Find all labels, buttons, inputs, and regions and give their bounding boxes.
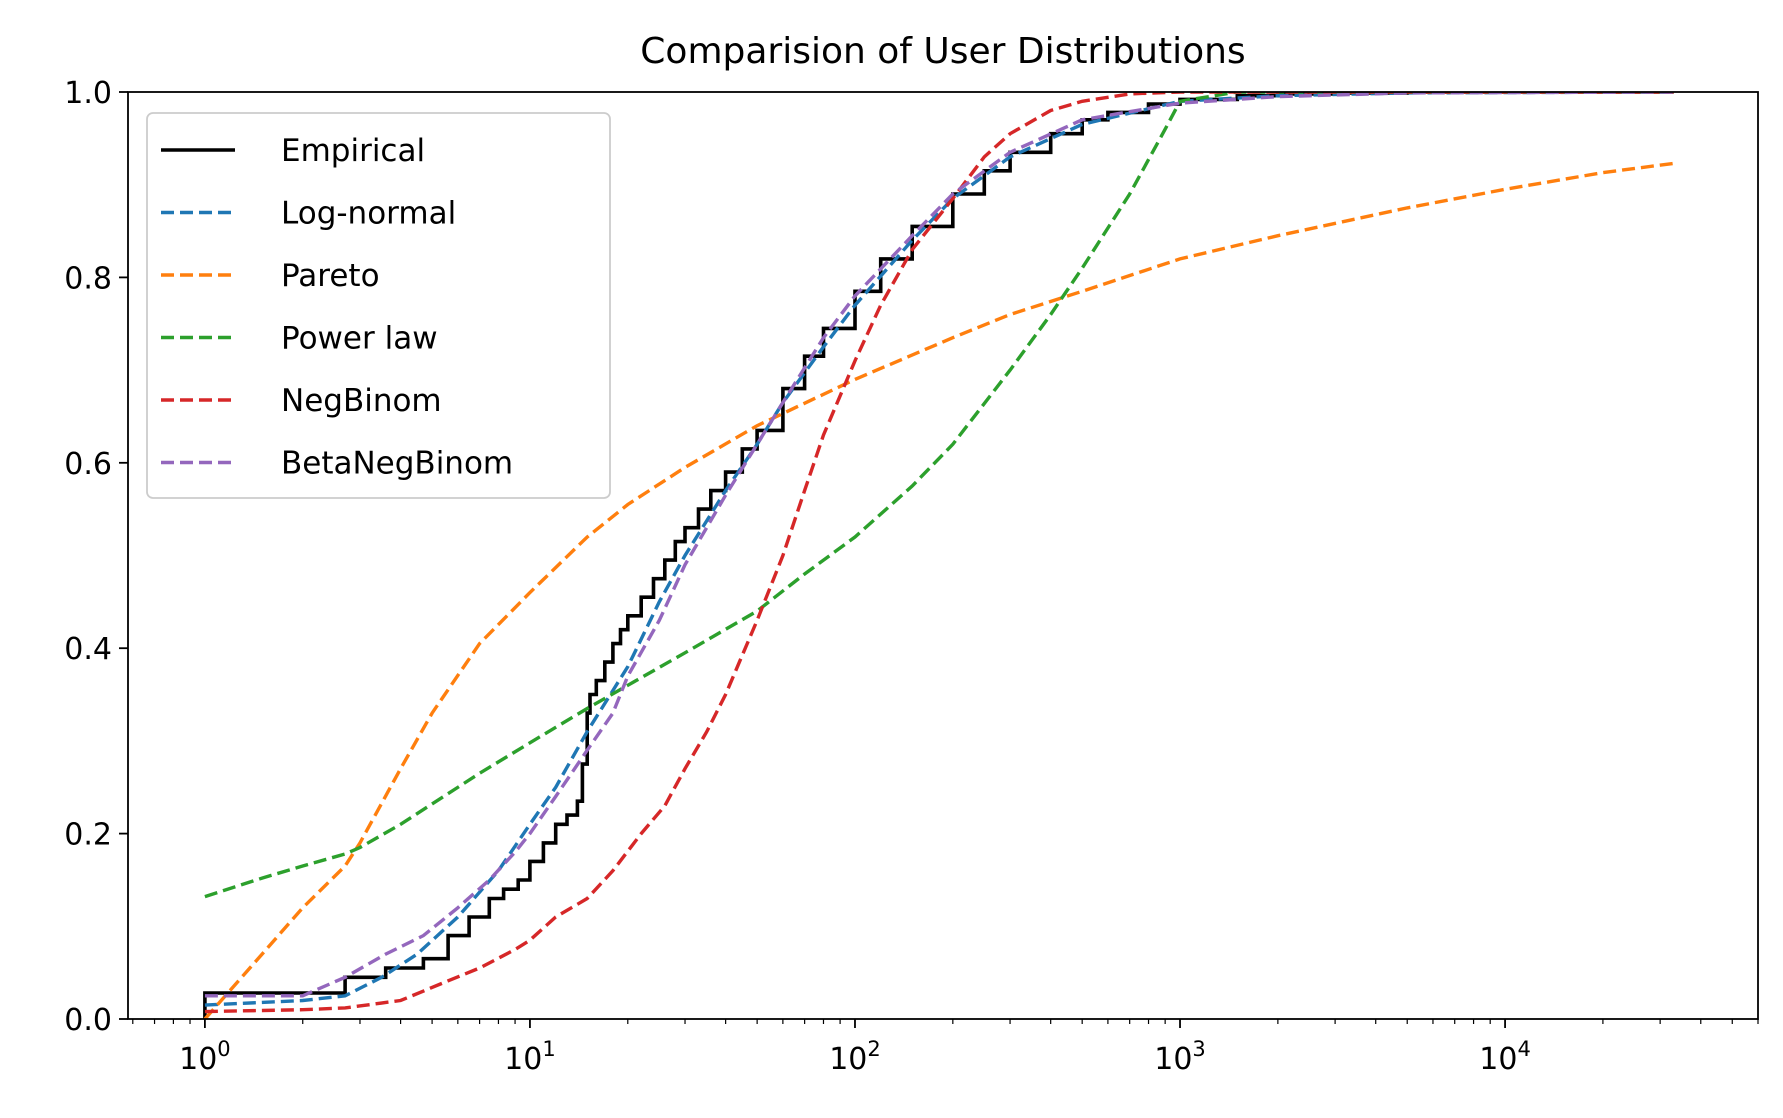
axes-layer: 0.0 0.2 0.4 0.6 0.8 1.0 100 101 102 103 104 <box>64 76 1759 1077</box>
series-line-negbinom <box>204 92 1674 1014</box>
legend-label: BetaNegBinom <box>281 446 513 482</box>
series-line-empirical <box>203 92 1674 1019</box>
x-tick-label: 104 <box>1479 1037 1531 1077</box>
y-tick-label: 1.0 <box>64 76 112 111</box>
x-tick-label: 102 <box>829 1037 881 1077</box>
x-tick-label: 100 <box>179 1037 231 1077</box>
chart-title: Comparision of User Distributions <box>640 31 1245 72</box>
series-line-log-normal <box>204 92 1674 1007</box>
plot-layer <box>203 92 1674 1019</box>
legend-label: Log-normal <box>281 196 456 232</box>
y-tick-label: 0.0 <box>64 1003 112 1038</box>
legend-label: Pareto <box>281 258 380 294</box>
plot-frame <box>127 91 1759 1020</box>
series-line-power-law <box>204 92 1674 899</box>
y-tick-label: 0.8 <box>64 261 112 296</box>
legend-label: Empirical <box>281 133 425 169</box>
y-tick-label: 0.6 <box>64 447 112 482</box>
y-tick-label: 0.2 <box>64 818 112 853</box>
legend: Empirical Log-normal Pareto Power law NegBin… <box>146 112 611 499</box>
legend-label: NegBinom <box>281 383 442 419</box>
legend-box <box>146 112 611 499</box>
legend-label: Power law <box>281 321 438 357</box>
y-tick-label: 0.4 <box>64 632 112 667</box>
x-tick-label: 103 <box>1154 1037 1206 1077</box>
x-tick-label: 101 <box>504 1037 556 1077</box>
series-line-betanegbinom <box>204 92 1674 998</box>
